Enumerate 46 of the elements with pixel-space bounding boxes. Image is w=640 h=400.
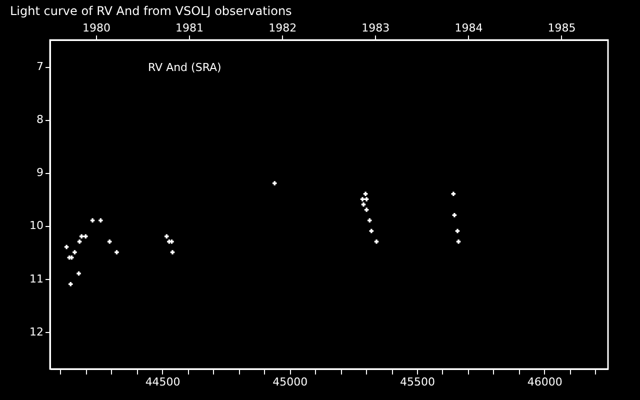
point: [68, 282, 73, 286]
x2-tick-label: 1980: [82, 22, 110, 34]
y-tick-label: 12: [30, 325, 44, 338]
point: [364, 197, 369, 202]
point: [79, 234, 84, 238]
point: [107, 240, 112, 244]
x2-tick-label: 1981: [176, 22, 204, 34]
point: [368, 218, 372, 223]
x-tick-label: 44500: [145, 376, 180, 388]
point: [64, 244, 69, 250]
point: [360, 197, 365, 202]
point: [72, 250, 77, 254]
point: [364, 208, 369, 212]
chart-title: Light curve of RV And from VSOLJ observations: [10, 4, 292, 18]
point: [98, 218, 103, 223]
point: [455, 228, 460, 234]
y-tick-label: 10: [30, 219, 44, 232]
point: [76, 271, 81, 276]
point: [363, 192, 368, 196]
x-tick-label: 45000: [272, 376, 308, 388]
y-tick-label: 7: [36, 60, 44, 74]
x2-tick-label: 1982: [268, 22, 297, 34]
point: [90, 218, 95, 223]
point: [164, 234, 169, 238]
annotation: RV And (SRA): [148, 61, 222, 74]
point: [70, 255, 74, 260]
point: [451, 192, 456, 196]
y-tick-label: 8: [36, 113, 44, 126]
point: [170, 250, 175, 254]
point: [272, 181, 277, 186]
y-tick-label: 9: [36, 166, 44, 180]
point: [452, 212, 457, 218]
x2-tick-label: 1984: [454, 22, 483, 34]
point: [374, 240, 379, 244]
point: [114, 250, 119, 254]
point: [77, 240, 82, 244]
point: [170, 240, 174, 244]
point: [369, 228, 374, 234]
x2-tick-label: 1983: [362, 22, 390, 34]
point: [361, 202, 366, 207]
y-tick-label: 11: [30, 272, 44, 286]
x-tick-label: 45500: [400, 376, 435, 388]
x2-tick-label: 1985: [548, 22, 576, 34]
point: [84, 234, 88, 238]
point: [456, 240, 461, 244]
x-tick-label: 46000: [527, 376, 562, 388]
